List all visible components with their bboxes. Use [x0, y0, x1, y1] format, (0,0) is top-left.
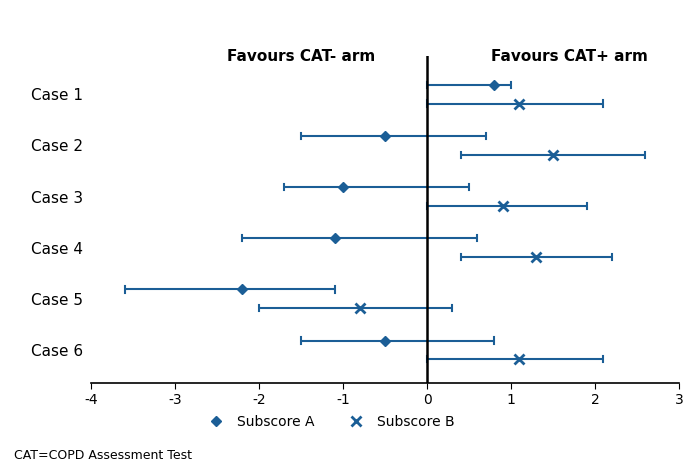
Legend: Subscore A, Subscore B: Subscore A, Subscore B [197, 409, 461, 434]
Text: Favours CAT- arm: Favours CAT- arm [227, 49, 375, 64]
Text: CAT=COPD Assessment Test: CAT=COPD Assessment Test [14, 449, 192, 462]
Text: Favours CAT+ arm: Favours CAT+ arm [491, 49, 648, 64]
